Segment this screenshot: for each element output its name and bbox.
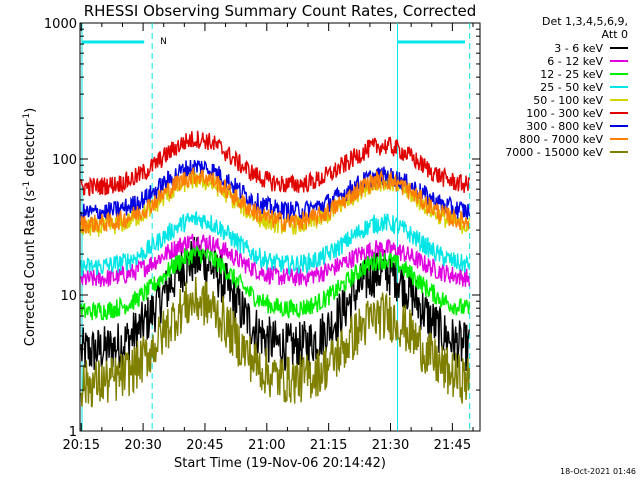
- plot-frame: [79, 22, 481, 432]
- series-line: [80, 159, 470, 222]
- x-tick-label: 20:15: [63, 438, 100, 453]
- orbit-markers: N: [81, 23, 471, 431]
- series-line: [80, 236, 470, 372]
- x-tick-label: 21:15: [310, 438, 347, 453]
- chart-title: RHESSI Observing Summary Count Rates, Co…: [84, 2, 477, 20]
- night-label: N: [160, 37, 167, 47]
- series-line: [80, 130, 470, 197]
- legend-label: 50 - 100 keV: [533, 94, 603, 107]
- legend-label: 300 - 800 keV: [526, 120, 603, 133]
- y-tick-label: 100: [52, 153, 77, 168]
- y-tick-label: 10: [60, 289, 77, 304]
- x-tick-label: 21:00: [248, 438, 285, 453]
- legend-label: 100 - 300 keV: [526, 107, 603, 120]
- x-tick-label: 21:45: [434, 438, 471, 453]
- y-axis: 1 10 100 1000: [44, 17, 480, 440]
- y-tick-label: 1: [69, 425, 77, 440]
- x-tick-label: 20:30: [124, 438, 161, 453]
- y-axis-label: Corrected Count Rate (s-1 detector-1): [22, 108, 38, 346]
- y-tick-label: 1000: [44, 17, 77, 32]
- x-axis-label: Start Time (19-Nov-06 20:14:42): [174, 456, 386, 471]
- series-line: [80, 170, 470, 237]
- legend-header-detectors: Det 1,3,4,5,6,9,: [542, 15, 628, 28]
- series-line: [80, 244, 470, 321]
- series-line: [80, 276, 470, 408]
- legend-label: 25 - 50 keV: [540, 81, 603, 94]
- footer-date: 18-Oct-2021 01:46: [560, 467, 636, 476]
- x-tick-label: 20:45: [186, 438, 223, 453]
- series-group: [80, 130, 470, 408]
- series-line: [80, 210, 470, 277]
- legend-label: 800 - 7000 keV: [519, 133, 603, 146]
- series-line: [80, 167, 470, 234]
- legend-label: 7000 - 15000 keV: [505, 146, 603, 159]
- x-tick-label: 21:30: [372, 438, 409, 453]
- legend-header-attenuator: Att 0: [602, 28, 628, 41]
- x-axis: 20:15 20:30 20:45 21:00 21:15 21:30 21:45: [63, 23, 474, 453]
- legend-label: 12 - 25 keV: [540, 68, 603, 81]
- legend-label: 6 - 12 keV: [547, 55, 603, 68]
- legend-label: 3 - 6 keV: [554, 42, 603, 55]
